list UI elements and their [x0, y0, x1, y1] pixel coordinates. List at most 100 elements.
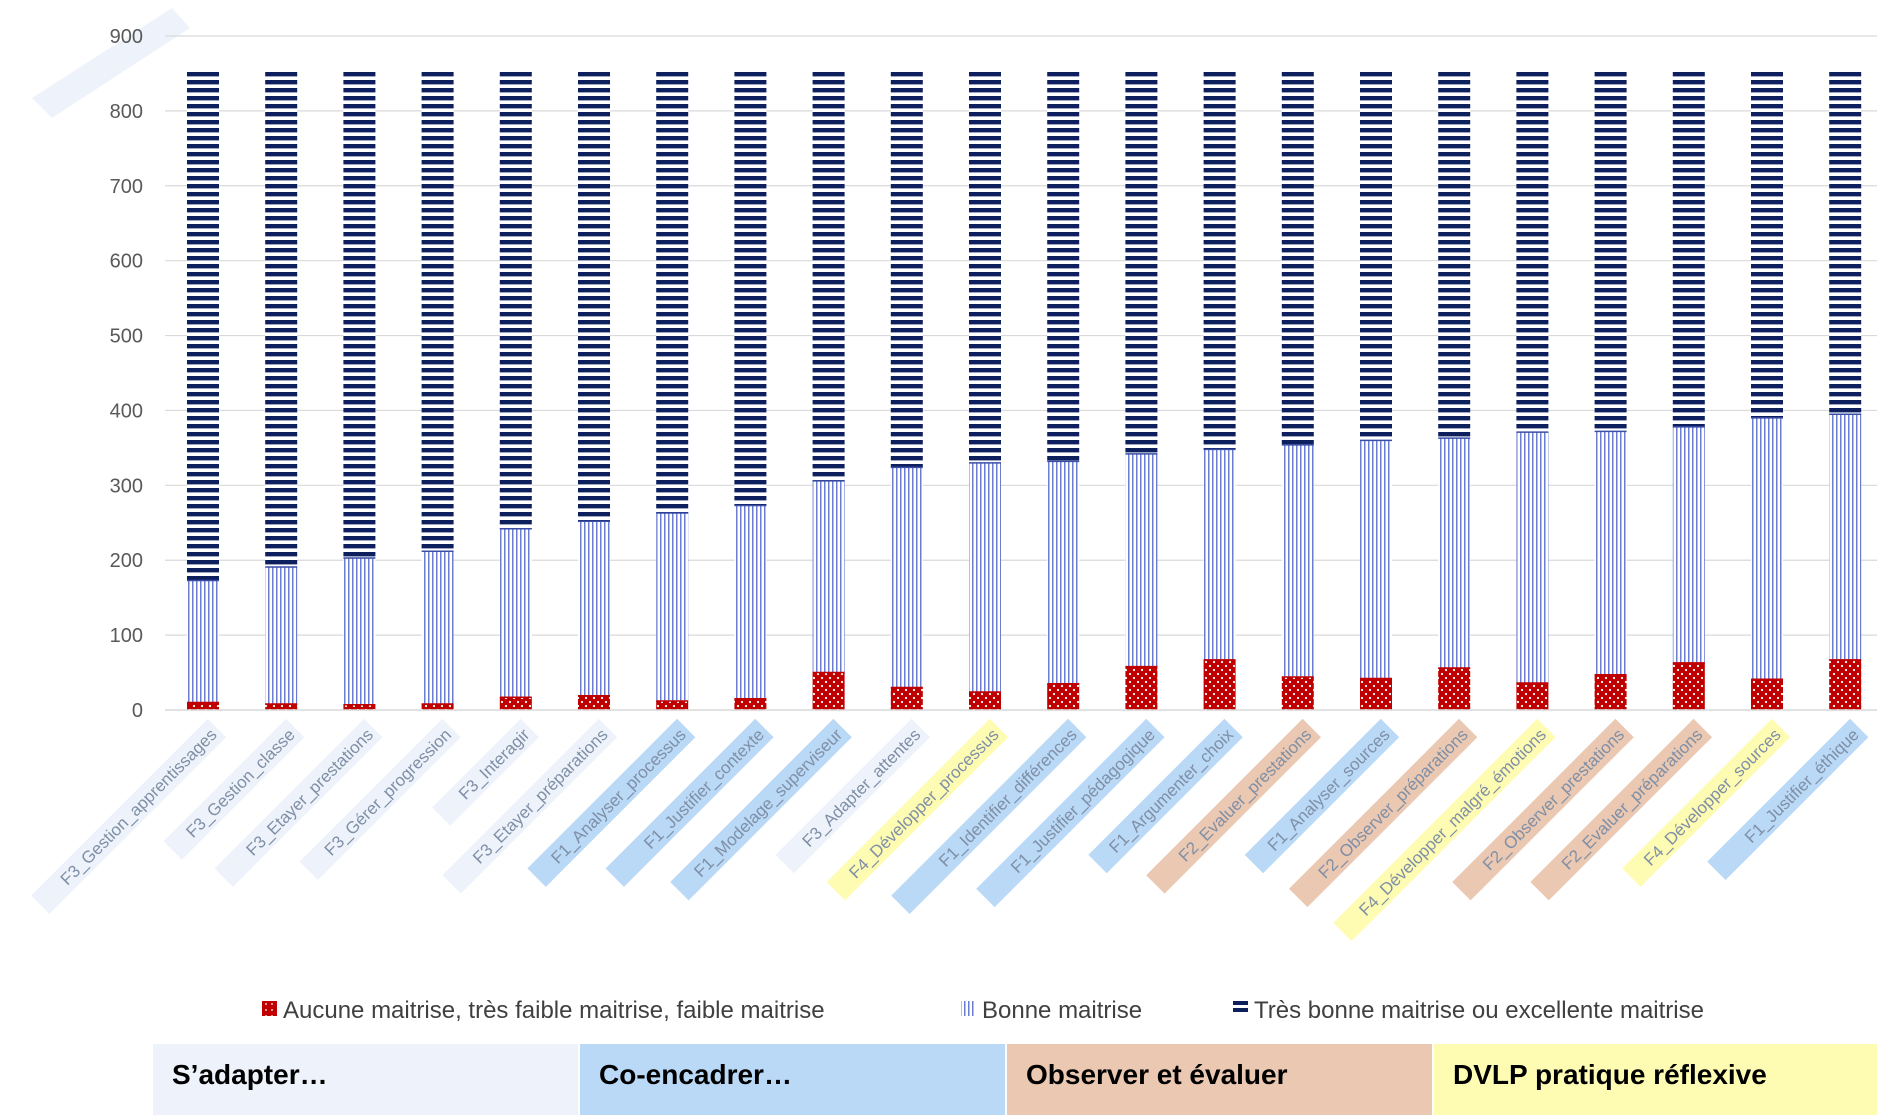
y-tick-label: 100 — [110, 625, 143, 647]
group-box-label: Observer et évaluer — [1026, 1059, 1288, 1090]
y-axis-ticks: 0 100 200 300 400 500 600 700 800 900 — [110, 26, 143, 722]
x-tick-label: F3_Adapter_attentes — [775, 718, 930, 874]
x-tick-label: F1_Justifier_contexte — [605, 718, 774, 887]
x-label-highlight — [1333, 718, 1556, 942]
bar-segment — [343, 557, 376, 705]
x-label-highlight — [1146, 718, 1321, 894]
x-label-highlight — [163, 718, 305, 860]
bar-segment — [1829, 414, 1862, 660]
y-tick-label: 900 — [110, 26, 143, 48]
bar-segment — [969, 69, 1001, 463]
bar-segment — [265, 704, 298, 710]
x-label-highlight — [1244, 718, 1400, 874]
bar-segment — [1438, 438, 1471, 669]
x-label-highlight — [1452, 718, 1634, 901]
bar-segment — [1672, 426, 1705, 663]
x-label-highlight — [432, 718, 539, 826]
y-tick-label: 800 — [110, 101, 143, 123]
bar-segment — [1281, 69, 1314, 445]
bar-segment — [969, 692, 1001, 710]
x-label-highlight — [527, 718, 696, 887]
x-axis-labels: F3_Gestion_apprentissagesF3_Gestion_clas… — [31, 718, 1869, 942]
group-band: S’adapter… Co-encadrer… Observer et évalue… — [153, 1044, 1877, 1115]
legend-item: Aucune maitrise, très faible maitrise, f… — [262, 997, 825, 1024]
x-label-highlight — [299, 718, 461, 881]
x-label-highlight — [1530, 718, 1712, 901]
bar-segment — [890, 467, 923, 688]
bar-segment — [1125, 666, 1158, 710]
x-tick-label: F1_Justifier_éthique — [1707, 718, 1869, 881]
x-label-text: F1_Justifier_pédagogique — [1007, 725, 1159, 877]
x-label-highlight — [1289, 718, 1478, 908]
bar-segment — [187, 69, 219, 581]
bar-segment — [1047, 683, 1080, 710]
bar-segment — [812, 480, 845, 673]
x-label-highlight — [775, 718, 930, 874]
bar-segment — [1829, 659, 1862, 710]
bar-segment — [1516, 69, 1549, 433]
bar-segment — [187, 702, 219, 710]
bar-segment — [734, 505, 767, 699]
bar-segment — [1047, 69, 1080, 462]
x-label-text: F4_Développer_processus — [845, 725, 1002, 882]
x-label-text: F2_Observer_prestations — [1479, 725, 1628, 874]
legend-label: Bonne maitrise — [982, 997, 1142, 1024]
bar-segment — [1203, 449, 1236, 660]
bar-segment — [1360, 678, 1392, 710]
x-label-highlight — [605, 718, 774, 887]
x-label-highlight — [214, 718, 383, 887]
bar-segment — [656, 69, 689, 514]
y-tick-label: 200 — [110, 550, 143, 572]
bar-segment — [1360, 69, 1392, 441]
bar-segment — [265, 566, 298, 705]
bar-segment — [1594, 431, 1627, 675]
y-tick-label: 0 — [132, 700, 143, 722]
bar-segment — [499, 69, 532, 529]
bar-segment — [1125, 69, 1158, 454]
legend-swatch — [1233, 1001, 1248, 1005]
y-tick-label: 700 — [110, 176, 143, 198]
bar-segment — [578, 521, 610, 696]
x-label-text: F1_Identifier_différences — [935, 725, 1081, 871]
x-tick-label: F4_Développer_sources — [1622, 718, 1791, 887]
group-box-f1: Co-encadrer… — [580, 1044, 1005, 1115]
bar-segment — [890, 687, 923, 710]
bar-segment — [1047, 461, 1080, 684]
x-label-text: F4_Développer_sources — [1640, 725, 1784, 869]
y-tick-label: 600 — [110, 251, 143, 273]
decorative-highlight — [32, 8, 190, 118]
bar-segment — [1516, 683, 1549, 710]
bar-segment — [343, 69, 376, 558]
legend-swatch — [1233, 1008, 1248, 1012]
x-label-text: F2_Observer_préparations — [1315, 725, 1472, 882]
legend-swatch — [262, 1001, 277, 1016]
x-label-highlight — [1088, 718, 1243, 874]
x-tick-label: F3_Etayer_prestations — [214, 718, 383, 887]
bar-segment — [1594, 69, 1627, 432]
bar-segment — [421, 704, 454, 710]
bar-segment — [1594, 674, 1627, 710]
bar-segment — [1203, 69, 1236, 450]
bar-segment — [1281, 444, 1314, 678]
bar-segment — [1125, 453, 1158, 667]
bar-segment — [1360, 440, 1392, 679]
x-tick-label: F1_Argumenter_choix — [1088, 718, 1243, 874]
bars — [187, 69, 1862, 710]
x-tick-label: F1_Analyser_processus — [527, 718, 696, 887]
group-box-background — [1434, 1044, 1877, 1115]
bar-segment — [1672, 662, 1705, 710]
x-label-text: F2_Evaluer_prestations — [1175, 725, 1315, 865]
x-label-highlight — [442, 718, 618, 894]
x-label-highlight — [891, 718, 1087, 914]
legend: Aucune maitrise, très faible maitrise, f… — [262, 997, 1704, 1024]
bar-segment — [734, 698, 767, 710]
bar-segment — [499, 697, 532, 710]
bar-segment — [1751, 69, 1783, 418]
y-tick-label: 500 — [110, 326, 143, 348]
bar-segment — [1438, 668, 1471, 710]
x-tick-label: F3_Gestion_classe — [163, 718, 305, 860]
group-box-label: DVLP pratique réflexive — [1453, 1059, 1767, 1090]
x-label-highlight — [1622, 718, 1791, 887]
bar-segment — [265, 69, 298, 567]
bar-segment — [969, 462, 1001, 693]
